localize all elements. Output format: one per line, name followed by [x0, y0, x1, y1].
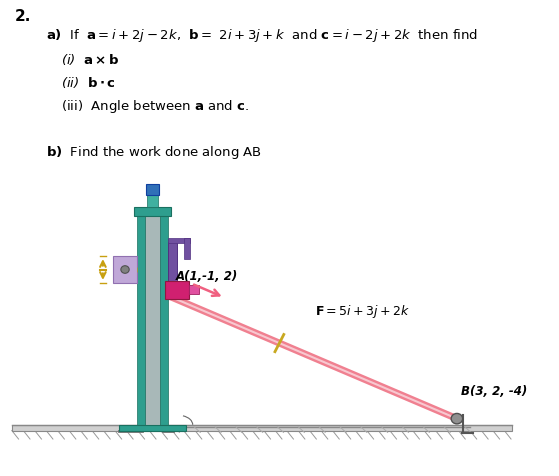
Circle shape — [121, 266, 129, 274]
Text: $\mathbf{b)}$  Find the work done along AB: $\mathbf{b)}$ Find the work done along A… — [46, 143, 262, 160]
Bar — [134, 207, 170, 217]
Text: 2.: 2. — [15, 9, 31, 23]
Text: A(1,-1, 2): A(1,-1, 2) — [176, 269, 238, 282]
Text: (ii)  $\mathbf{b \cdot c}$: (ii) $\mathbf{b \cdot c}$ — [61, 75, 116, 89]
Bar — [168, 243, 177, 283]
Text: (i)  $\mathbf{a \times b}$: (i) $\mathbf{a \times b}$ — [61, 52, 120, 67]
Bar — [189, 285, 199, 295]
Bar — [146, 185, 159, 196]
Bar — [160, 217, 168, 425]
Bar — [165, 281, 189, 299]
Text: $\mathbf{a)}$  If  $\mathbf{a} = i + 2j - 2k$,  $\mathbf{b} =\ 2i + 3j + k$  and: $\mathbf{a)}$ If $\mathbf{a} = i + 2j - … — [46, 28, 478, 44]
Bar — [168, 238, 191, 244]
Bar — [12, 425, 511, 431]
Text: $\mathbf{F}$$= 5i + 3j + 2k$: $\mathbf{F}$$= 5i + 3j + 2k$ — [315, 302, 410, 319]
Bar — [113, 257, 137, 283]
Bar — [137, 217, 145, 425]
Bar — [184, 238, 191, 259]
Bar — [119, 425, 186, 431]
Text: B(3, 2, -4): B(3, 2, -4) — [461, 385, 527, 397]
Circle shape — [451, 414, 463, 424]
Text: (iii)  Angle between $\mathbf{a}$ and $\mathbf{c}$.: (iii) Angle between $\mathbf{a}$ and $\m… — [61, 98, 249, 114]
Bar — [147, 196, 158, 207]
Bar — [145, 217, 160, 425]
